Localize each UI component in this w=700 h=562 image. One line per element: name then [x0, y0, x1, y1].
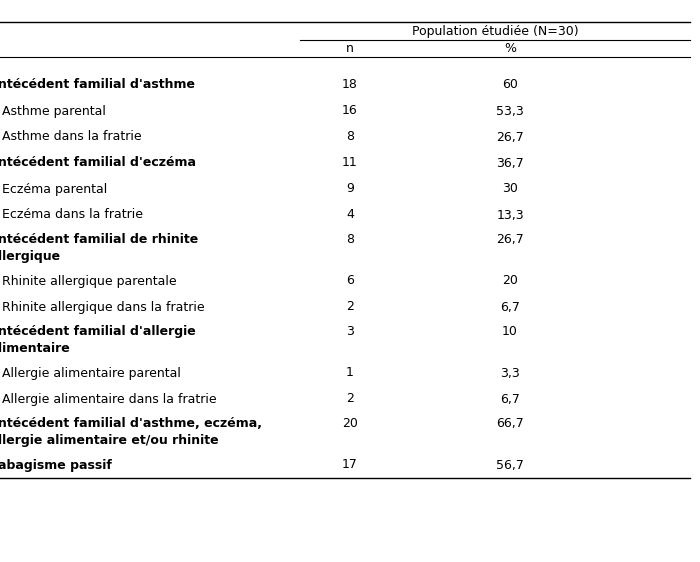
Text: 2: 2 — [346, 392, 354, 406]
Text: 9: 9 — [346, 183, 354, 196]
Text: ntécédent familial d'allergie: ntécédent familial d'allergie — [0, 325, 196, 338]
Text: llergique: llergique — [0, 250, 60, 264]
Text: 20: 20 — [342, 416, 358, 430]
Text: 20: 20 — [502, 274, 518, 288]
Text: Allergie alimentaire dans la fratrie: Allergie alimentaire dans la fratrie — [0, 392, 216, 406]
Text: Allergie alimentaire parental: Allergie alimentaire parental — [0, 366, 181, 379]
Text: 17: 17 — [342, 459, 358, 472]
Text: Population étudiée (N=30): Population étudiée (N=30) — [412, 25, 578, 38]
Text: ntécédent familial d'asthme, eczéma,: ntécédent familial d'asthme, eczéma, — [0, 416, 262, 430]
Text: 26,7: 26,7 — [496, 233, 524, 246]
Text: llergie alimentaire et/ou rhinite: llergie alimentaire et/ou rhinite — [0, 434, 218, 447]
Text: 4: 4 — [346, 209, 354, 221]
Text: 13,3: 13,3 — [496, 209, 524, 221]
Text: limentaire: limentaire — [0, 342, 70, 355]
Text: 53,3: 53,3 — [496, 105, 524, 117]
Text: 6: 6 — [346, 274, 354, 288]
Text: Rhinite allergique parentale: Rhinite allergique parentale — [0, 274, 176, 288]
Text: 36,7: 36,7 — [496, 156, 524, 170]
Text: 2: 2 — [346, 301, 354, 314]
Text: 30: 30 — [502, 183, 518, 196]
Text: ntécédent familial d'asthme: ntécédent familial d'asthme — [0, 79, 195, 92]
Text: 8: 8 — [346, 233, 354, 246]
Text: 26,7: 26,7 — [496, 130, 524, 143]
Text: 8: 8 — [346, 130, 354, 143]
Text: Asthme dans la fratrie: Asthme dans la fratrie — [0, 130, 141, 143]
Text: 6,7: 6,7 — [500, 392, 520, 406]
Text: 3: 3 — [346, 325, 354, 338]
Text: 18: 18 — [342, 79, 358, 92]
Text: 66,7: 66,7 — [496, 416, 524, 430]
Text: ntécédent familial de rhinite: ntécédent familial de rhinite — [0, 233, 198, 246]
Text: 56,7: 56,7 — [496, 459, 524, 472]
Text: 1: 1 — [346, 366, 354, 379]
Text: Asthme parental: Asthme parental — [0, 105, 106, 117]
Text: Eczéma dans la fratrie: Eczéma dans la fratrie — [0, 209, 143, 221]
Text: Rhinite allergique dans la fratrie: Rhinite allergique dans la fratrie — [0, 301, 204, 314]
Text: 11: 11 — [342, 156, 358, 170]
Text: 10: 10 — [502, 325, 518, 338]
Text: 6,7: 6,7 — [500, 301, 520, 314]
Text: 60: 60 — [502, 79, 518, 92]
Text: Eczéma parental: Eczéma parental — [0, 183, 107, 196]
Text: n: n — [346, 42, 354, 55]
Text: 3,3: 3,3 — [500, 366, 520, 379]
Text: ntécédent familial d'eczéma: ntécédent familial d'eczéma — [0, 156, 196, 170]
Text: %: % — [504, 42, 516, 55]
Text: 16: 16 — [342, 105, 358, 117]
Text: abagisme passif: abagisme passif — [0, 459, 112, 472]
